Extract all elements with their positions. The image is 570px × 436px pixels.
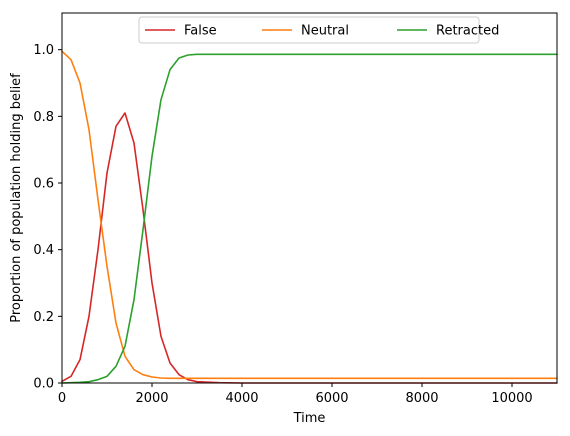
x-tick-label: 6000 (315, 391, 348, 406)
y-axis-label: Proportion of population holding belief (9, 73, 24, 323)
x-axis-label: Time (293, 411, 326, 426)
y-tick-label: 0.2 (33, 310, 54, 325)
x-tick-label: 4000 (225, 391, 258, 406)
y-tick-label: 1.0 (33, 43, 54, 58)
x-tick-label: 0 (58, 391, 66, 406)
y-axis-ticks: 0.0 0.2 0.4 0.6 0.8 1.0 (33, 43, 62, 391)
x-tick-label: 8000 (405, 391, 438, 406)
y-tick-label: 0.4 (33, 243, 54, 258)
legend-label-false: False (184, 24, 217, 39)
x-tick-label: 10000 (491, 391, 532, 406)
y-tick-label: 0.6 (33, 177, 54, 192)
legend: False Neutral Retracted (139, 17, 499, 43)
y-tick-label: 0.0 (33, 377, 54, 392)
legend-label-retracted: Retracted (436, 24, 499, 39)
x-axis-ticks: 0 2000 4000 6000 8000 10000 (58, 383, 533, 406)
plot-background (62, 13, 557, 383)
x-tick-label: 2000 (135, 391, 168, 406)
y-tick-label: 0.8 (33, 110, 54, 125)
legend-label-neutral: Neutral (301, 24, 349, 39)
